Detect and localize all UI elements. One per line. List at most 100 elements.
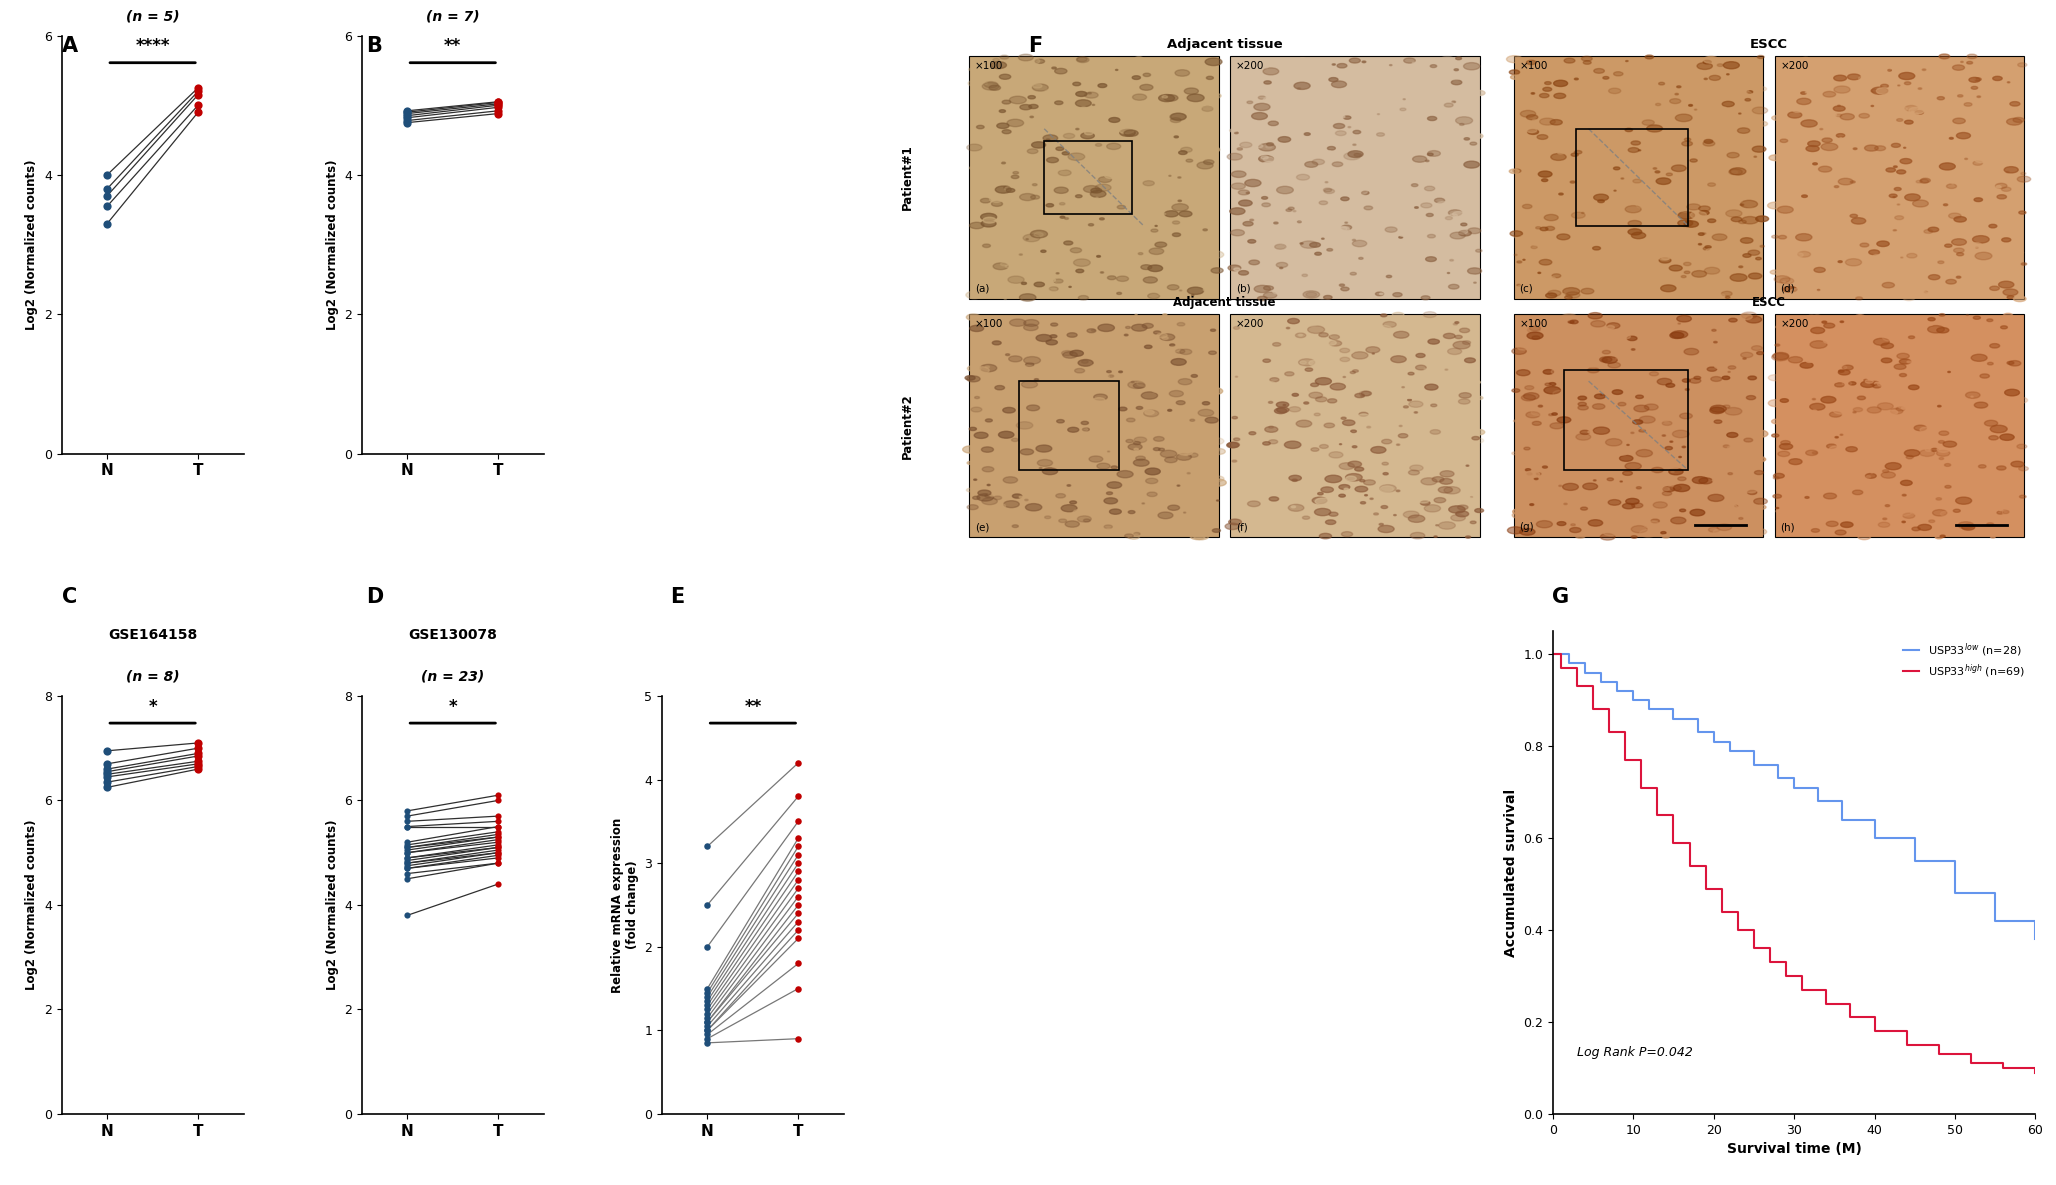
Circle shape [997, 192, 1014, 199]
Circle shape [1147, 455, 1151, 456]
Circle shape [985, 366, 989, 369]
Circle shape [1005, 186, 1018, 192]
Circle shape [1665, 373, 1678, 379]
Circle shape [1906, 267, 1918, 271]
Circle shape [1521, 395, 1536, 401]
Circle shape [1324, 188, 1332, 192]
Circle shape [1452, 514, 1466, 521]
Point [781, 845, 814, 864]
Circle shape [1462, 390, 1478, 397]
Circle shape [1914, 292, 1931, 297]
Circle shape [1304, 133, 1310, 135]
Circle shape [1207, 97, 1213, 100]
Circle shape [1859, 114, 1869, 119]
Circle shape [1108, 276, 1116, 280]
Circle shape [1299, 511, 1304, 512]
Circle shape [1232, 182, 1246, 190]
Circle shape [1931, 448, 1939, 451]
Circle shape [1170, 519, 1176, 523]
Circle shape [1900, 359, 1910, 364]
Circle shape [1075, 128, 1079, 130]
Circle shape [1635, 405, 1649, 412]
Circle shape [1314, 232, 1326, 238]
Circle shape [1780, 139, 1789, 142]
Circle shape [977, 126, 985, 129]
Circle shape [1561, 314, 1577, 321]
Point [181, 757, 214, 776]
Circle shape [1865, 229, 1877, 235]
Circle shape [1139, 78, 1143, 79]
Circle shape [1822, 137, 1832, 142]
Circle shape [1526, 223, 1534, 228]
Circle shape [1620, 66, 1635, 72]
Circle shape [1092, 188, 1102, 193]
Circle shape [1388, 405, 1392, 408]
Point [391, 111, 424, 130]
Circle shape [1439, 521, 1456, 530]
Point [391, 864, 424, 883]
Circle shape [1715, 365, 1723, 369]
Circle shape [1653, 501, 1667, 508]
Circle shape [1801, 504, 1815, 511]
Circle shape [1521, 204, 1532, 209]
Circle shape [1785, 417, 1789, 419]
Circle shape [1743, 254, 1752, 257]
Circle shape [1754, 470, 1764, 474]
Circle shape [1104, 498, 1118, 504]
Circle shape [1571, 320, 1579, 324]
Circle shape [1990, 245, 2007, 252]
Circle shape [1994, 84, 2007, 90]
Circle shape [1846, 320, 1850, 322]
Circle shape [1408, 206, 1415, 209]
Circle shape [1365, 417, 1375, 422]
Circle shape [1047, 139, 1051, 141]
Circle shape [1289, 124, 1297, 128]
Circle shape [1731, 210, 1743, 214]
Circle shape [1713, 530, 1725, 534]
Circle shape [1799, 224, 1815, 231]
Circle shape [1892, 409, 1904, 414]
Circle shape [1063, 352, 1077, 358]
Circle shape [1686, 204, 1700, 210]
Circle shape [1986, 275, 1996, 280]
Circle shape [1902, 295, 1914, 301]
Circle shape [991, 201, 1003, 206]
Circle shape [991, 62, 1007, 69]
Circle shape [1229, 519, 1242, 525]
Circle shape [1306, 293, 1316, 297]
Circle shape [1887, 507, 1902, 513]
Circle shape [1057, 419, 1065, 423]
Circle shape [1396, 378, 1410, 384]
Circle shape [1729, 168, 1746, 175]
Circle shape [1982, 395, 1986, 397]
Circle shape [1275, 222, 1279, 224]
Circle shape [1600, 357, 1612, 363]
Circle shape [1096, 184, 1110, 191]
Circle shape [1824, 493, 1836, 499]
Circle shape [1295, 333, 1306, 338]
Circle shape [1129, 511, 1135, 513]
Circle shape [1248, 260, 1260, 264]
Circle shape [1207, 251, 1223, 258]
Circle shape [1600, 395, 1604, 396]
Circle shape [1772, 434, 1778, 437]
Circle shape [2019, 211, 2025, 214]
Circle shape [1797, 525, 1799, 526]
Circle shape [1065, 206, 1079, 212]
Circle shape [1063, 134, 1075, 139]
Circle shape [1887, 70, 1892, 71]
Circle shape [1234, 132, 1238, 134]
Circle shape [1213, 529, 1221, 532]
Circle shape [1474, 335, 1478, 337]
Circle shape [1760, 365, 1762, 366]
Circle shape [1680, 325, 1686, 327]
Circle shape [1904, 449, 1920, 456]
Circle shape [1929, 155, 1939, 160]
Circle shape [1024, 347, 1040, 354]
Circle shape [966, 376, 981, 382]
Circle shape [1867, 211, 1877, 216]
Circle shape [1873, 392, 1877, 393]
Circle shape [1924, 529, 1937, 534]
Circle shape [1795, 322, 1807, 328]
Circle shape [1719, 401, 1731, 405]
